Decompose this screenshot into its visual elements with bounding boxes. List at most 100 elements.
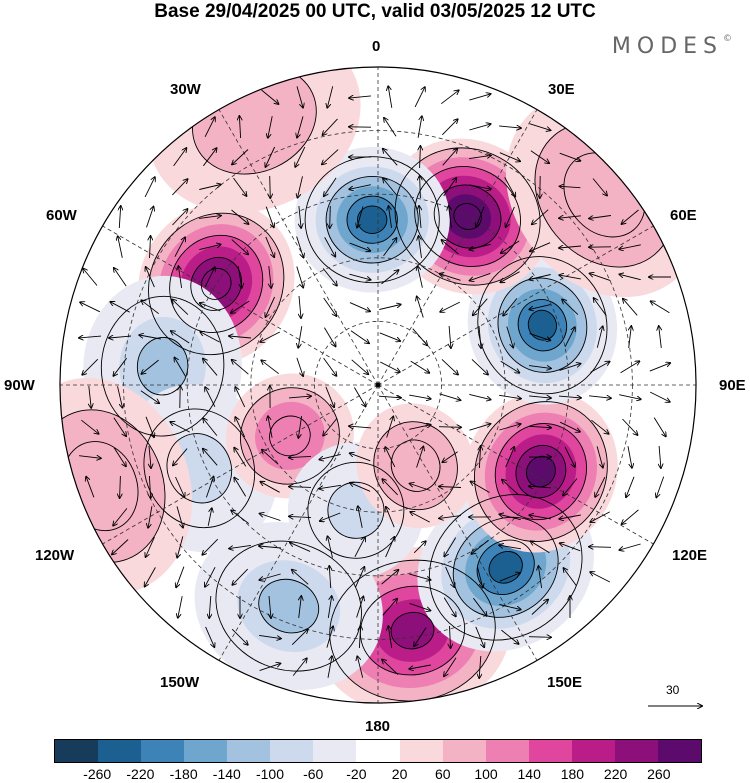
- wind-vector-arrow: [501, 629, 518, 644]
- wind-vector-arrow: [235, 417, 246, 438]
- wind-vector-arrow: [354, 537, 365, 558]
- wind-vector-arrow: [139, 335, 161, 340]
- wind-vector-arrow: [439, 393, 461, 400]
- wind-vector-arrow: [209, 595, 211, 618]
- wind-vector-arrow: [441, 359, 458, 374]
- wind-vector-arrow: [79, 336, 102, 338]
- colorbar-swatch: [528, 740, 572, 762]
- wind-vector-arrow: [619, 543, 641, 550]
- wind-vector-arrow: [176, 506, 183, 527]
- wind-vector-arrow: [327, 656, 332, 678]
- wind-vector-arrow: [269, 595, 271, 618]
- wind-vector-arrow: [110, 302, 130, 313]
- wind-vector-arrow: [260, 482, 280, 493]
- wind-vector-arrow: [175, 476, 185, 497]
- wind-vector-arrow: [349, 302, 370, 312]
- wind-vector-arrow: [529, 515, 551, 520]
- wind-vector-arrow: [259, 546, 282, 548]
- colorbar-swatch: [184, 740, 228, 762]
- wind-vector-arrow: [292, 570, 309, 585]
- wind-vector-arrow: [559, 275, 581, 280]
- wind-vector-arrow: [329, 566, 330, 589]
- wind-vector-arrow: [499, 573, 520, 582]
- wind-vector-arrow: [299, 596, 302, 618]
- wind-vector-arrow: [288, 396, 311, 398]
- wind-vector-arrow: [295, 146, 306, 167]
- wind-vector-arrow: [173, 148, 187, 167]
- wind-vector-arrow: [559, 216, 581, 218]
- lat-lon-grid: [60, 67, 696, 703]
- wind-vector-arrow: [232, 360, 249, 375]
- wind-vector-arrow: [479, 446, 480, 469]
- colorbar-swatch: [55, 740, 99, 762]
- wind-vector-arrow: [200, 303, 221, 312]
- wind-vector-arrow: [323, 418, 338, 435]
- brand-text: MODES: [611, 34, 723, 59]
- wind-vector-arrow: [202, 538, 219, 555]
- geopotential-contour-line: [515, 444, 567, 499]
- colorbar-swatch: [227, 740, 271, 762]
- wind-vector-arrow: [298, 176, 303, 197]
- wind-vector-arrow: [292, 658, 307, 676]
- wind-vector-arrow: [622, 209, 639, 224]
- wind-vector-arrow: [528, 426, 551, 427]
- wind-vector-arrow: [382, 599, 397, 616]
- wind-vector-arrow: [623, 299, 638, 316]
- colorbar-swatch: [657, 740, 701, 762]
- map-title: Base 29/04/2025 00 UTC, valid 03/05/2025…: [154, 1, 596, 22]
- wind-vector-arrow: [469, 393, 490, 399]
- wind-vector-arrow: [419, 206, 421, 229]
- wind-vector-arrow: [203, 449, 218, 466]
- wind-vector-arrow: [475, 626, 484, 647]
- wind-vector-arrow: [109, 336, 132, 338]
- wind-vector-arrow: [327, 86, 334, 107]
- lon-label-120w: 120W: [35, 547, 75, 564]
- colorbar-swatch: [270, 740, 314, 762]
- geopotential-contour-line: [488, 550, 523, 584]
- colorbar-tick-label: 100: [474, 766, 498, 782]
- wind-vector-arrow: [627, 446, 632, 468]
- wind-vector-arrow: [259, 573, 281, 580]
- wind-vector-arrow: [205, 387, 216, 408]
- wind-vector-arrow: [145, 567, 156, 586]
- wind-vector-arrow: [590, 273, 611, 282]
- lon-label-150w: 150W: [160, 674, 200, 691]
- wind-vector-arrow: [558, 396, 581, 398]
- wind-vector-arrow: [319, 484, 341, 488]
- wind-vector-arrow: [619, 274, 641, 281]
- wind-vector-arrow: [531, 600, 548, 615]
- wind-vector-arrow: [174, 237, 185, 257]
- geopotential-contour-line: [200, 267, 232, 300]
- wind-vector-arrow: [269, 266, 271, 288]
- wind-vector-arrow: [235, 387, 246, 408]
- wind-vector-arrow: [529, 274, 551, 280]
- wind-vector-arrow: [381, 570, 399, 585]
- colorbar-tick-label: -260: [83, 766, 112, 782]
- wind-vector-arrow: [234, 448, 247, 467]
- wind-vector-arrow: [626, 476, 635, 497]
- colorbar-swatch: [614, 740, 658, 762]
- colorbar-swatch: [442, 740, 486, 762]
- geopotential-contour-line: [452, 516, 559, 618]
- geopotential-contour-line: [169, 234, 264, 333]
- wind-vector-arrow: [590, 511, 610, 522]
- geopotential-contour-line: [357, 205, 388, 234]
- wind-vectors: [79, 86, 671, 678]
- wind-vector-arrow: [386, 507, 395, 528]
- wind-vector-arrow: [441, 90, 458, 105]
- wind-vector-arrow: [349, 184, 371, 190]
- wind-vector-arrow: [355, 567, 365, 588]
- wind-vector-arrow: [410, 512, 430, 523]
- geopotential-contour-line: [359, 585, 466, 676]
- wind-vector-arrow: [265, 296, 276, 317]
- wind-vector-arrow: [178, 596, 183, 618]
- wind-vector-arrow: [469, 155, 491, 160]
- wind-vector-arrow: [659, 445, 661, 468]
- wind-vector-arrow: [170, 422, 190, 433]
- wind-vector-arrow: [479, 325, 481, 348]
- wind-vector-arrow: [559, 514, 581, 519]
- wind-vector-arrow: [440, 301, 461, 312]
- wind-vector-arrow: [231, 300, 250, 313]
- geopotential-contour-line: [346, 195, 398, 244]
- wind-vector-arrow: [409, 394, 431, 399]
